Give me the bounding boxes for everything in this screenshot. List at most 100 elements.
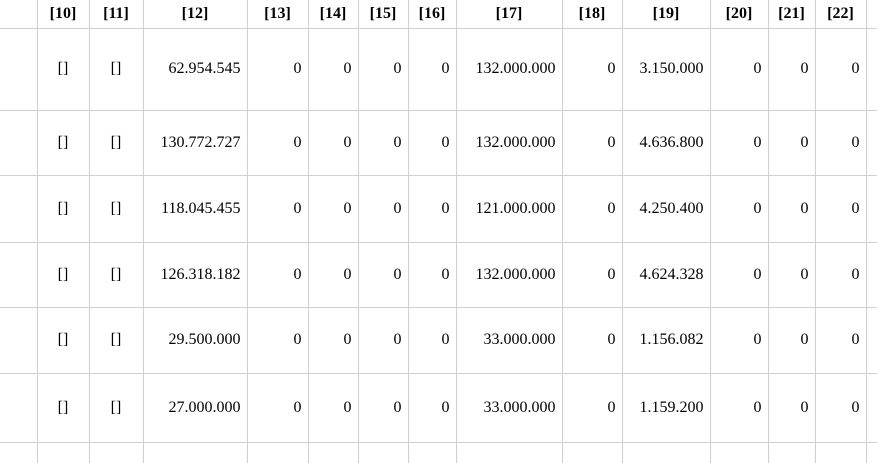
table-row: [][] 62.954.545 0 0 0 0 132.000.000 0 3.150.000 0… (0, 28, 877, 111)
header-cell-right-cut (866, 0, 877, 29)
header-cell-18: [18] (562, 0, 623, 29)
cell-20: 0 (710, 175, 769, 243)
cell-16: 0 (408, 110, 457, 176)
cell-20 (710, 442, 769, 463)
cell-18: 0 (562, 307, 623, 374)
cell-left-cut (0, 28, 38, 111)
header-cell-12: [12] (143, 0, 248, 29)
cell-right-cut (866, 28, 877, 111)
cell-left-cut (0, 373, 38, 443)
header-cell-16: [16] (408, 0, 457, 29)
cell-10 (37, 442, 90, 463)
cell-15 (358, 442, 409, 463)
cell-14 (308, 442, 359, 463)
cell-22: 0 (815, 373, 867, 443)
cell-11: [] (89, 307, 144, 374)
header-cell-15: [15] (358, 0, 409, 29)
cell-17: 33.000.000 (456, 307, 563, 374)
cell-22 (815, 442, 867, 463)
cell-left-cut (0, 175, 38, 243)
cell-17: 132.000.000 (456, 242, 563, 308)
cell-right-cut (866, 242, 877, 308)
cell-right-cut (866, 373, 877, 443)
header-cell-21: [21] (768, 0, 816, 29)
cell-19: 1.159.200 (622, 373, 711, 443)
cell-17: 33.000.000 (456, 373, 563, 443)
cell-10: [] (37, 175, 90, 243)
cell-14: 0 (308, 175, 359, 243)
cell-10: [] (37, 373, 90, 443)
cell-right-cut (866, 307, 877, 374)
cell-left-cut (0, 442, 38, 463)
cell-12: 118.045.455 (143, 175, 248, 243)
cell-16: 0 (408, 373, 457, 443)
cell-18: 0 (562, 28, 623, 111)
cell-left-cut (0, 242, 38, 308)
cell-14: 0 (308, 110, 359, 176)
cell-13: 0 (247, 175, 309, 243)
cell-22: 0 (815, 307, 867, 374)
table-row: [][] 126.318.182 0 0 0 0 132.000.000 0 4.624.328… (0, 242, 877, 308)
header-cell-13: [13] (247, 0, 309, 29)
cell-13 (247, 442, 309, 463)
header-cell-20: [20] (710, 0, 769, 29)
cell-15: 0 (358, 307, 409, 374)
header-cell-11: [11] (89, 0, 144, 29)
cell-right-cut (866, 175, 877, 243)
cell-14: 0 (308, 373, 359, 443)
cell-16: 0 (408, 175, 457, 243)
cell-16: 0 (408, 242, 457, 308)
cell-12: 29.500.000 (143, 307, 248, 374)
cell-17: 132.000.000 (456, 110, 563, 176)
cell-15: 0 (358, 373, 409, 443)
cell-12: 126.318.182 (143, 242, 248, 308)
cell-16 (408, 442, 457, 463)
cell-10: [] (37, 110, 90, 176)
header-cell-left-cut (0, 0, 38, 29)
cell-right-cut (866, 110, 877, 176)
cell-13: 0 (247, 110, 309, 176)
cell-22: 0 (815, 175, 867, 243)
cell-18: 0 (562, 242, 623, 308)
cell-11: [] (89, 373, 144, 443)
cell-19: 3.150.000 (622, 28, 711, 111)
cell-20: 0 (710, 373, 769, 443)
cell-19: 1.156.082 (622, 307, 711, 374)
cell-13: 0 (247, 307, 309, 374)
cell-12: 130.772.727 (143, 110, 248, 176)
cell-15: 0 (358, 110, 409, 176)
cell-13: 0 (247, 373, 309, 443)
header-cell-17: [17] (456, 0, 563, 29)
cell-13: 0 (247, 242, 309, 308)
cell-10: [] (37, 307, 90, 374)
cell-21: 0 (768, 373, 816, 443)
cell-18 (562, 442, 623, 463)
cell-22: 0 (815, 28, 867, 111)
cell-16: 0 (408, 28, 457, 111)
cell-21: 0 (768, 110, 816, 176)
cell-19: 4.624.328 (622, 242, 711, 308)
cell-18: 0 (562, 110, 623, 176)
cell-17: 121.000.000 (456, 175, 563, 243)
cell-14: 0 (308, 242, 359, 308)
cell-14: 0 (308, 28, 359, 111)
cell-11: [] (89, 110, 144, 176)
cell-20: 0 (710, 28, 769, 111)
cell-17: 132.000.000 (456, 28, 563, 111)
cell-11: [] (89, 242, 144, 308)
cell-15: 0 (358, 175, 409, 243)
cell-22: 0 (815, 242, 867, 308)
cell-11: [] (89, 28, 144, 111)
cell-11 (89, 442, 144, 463)
cell-10: [] (37, 28, 90, 111)
cell-20: 0 (710, 307, 769, 374)
cell-left-cut (0, 110, 38, 176)
table-row (0, 442, 877, 463)
table-row: [][] 118.045.455 0 0 0 0 121.000.000 0 4.250.400… (0, 175, 877, 243)
table-row: [][] 29.500.000 0 0 0 0 33.000.000 0 1.156.082 0 0… (0, 307, 877, 374)
cell-right-cut (866, 442, 877, 463)
header-cell-19: [19] (622, 0, 711, 29)
cell-19 (622, 442, 711, 463)
cell-15: 0 (358, 242, 409, 308)
